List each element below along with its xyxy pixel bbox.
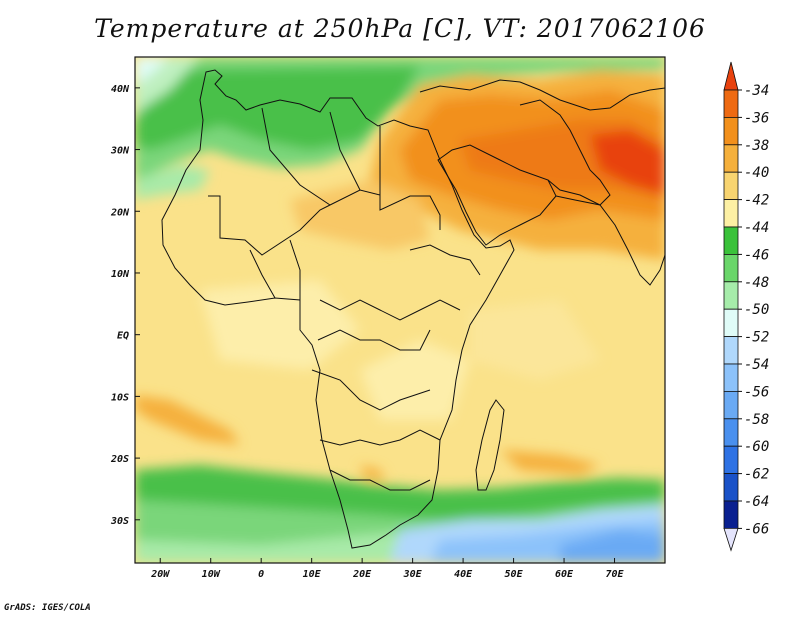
lon-tick-label: 10E [303,569,322,580]
colorbar-label: -52 [744,330,769,346]
lon-tick-label: 0 [258,569,264,580]
colorbar-label: -46 [744,247,769,263]
colorbar-swatch [723,363,739,392]
lat-tick-label: 20S [110,454,129,465]
colorbar-label: -62 [744,467,769,483]
colorbar-swatch [723,117,739,146]
colorbar-swatch [723,500,739,529]
colorbar-label: -58 [744,412,769,428]
colorbar-label: -38 [744,138,769,154]
colorbar-swatch [723,390,739,420]
longitude-axis: 20W 10W 0 10E 20E 30E 40E 50E 60E 70E [150,558,625,580]
colorbar-swatch [723,226,739,255]
lat-tick-label: 40N [111,84,130,95]
plot-frame [134,56,666,564]
latitude-axis: 40N 30N 20N 10N EQ 10S 20S 30S [110,84,140,527]
temperature-field [135,57,665,563]
colorbar-label: -44 [744,220,769,236]
lat-tick-label: 30S [110,516,129,527]
colorbar-swatch [723,336,739,365]
grads-credit: GrADS: IGES/COLA [4,603,91,613]
colorbar-swatch [723,528,739,552]
lat-tick-label: 20N [110,207,130,218]
colorbar-label: -64 [744,494,769,510]
colorbar-swatch [723,144,739,173]
lon-tick-label: 60E [555,569,574,580]
lat-tick-label: EQ [117,331,129,342]
lon-tick-label: 30E [403,569,423,580]
lat-tick-label: 30N [110,146,130,157]
colorbar-label: -66 [744,521,769,537]
lon-tick-label: 40E [454,569,473,580]
colorbar-swatch [723,199,739,228]
lon-tick-label: 20W [150,569,170,580]
colorbar-swatch [723,445,739,475]
colorbar-label: -34 [744,83,769,99]
colorbar-swatch [723,89,739,118]
colorbar-label: -50 [744,302,769,318]
colorbar: -34 -36 -38 -40 -42 -44 -46 -48 -50 -52 -54 -56 -58 -… [723,61,769,552]
colorbar-label: -54 [744,357,769,373]
colorbar-swatch [723,418,739,447]
colorbar-label: -40 [744,165,769,181]
colorbar-swatch [723,171,739,200]
lon-tick-label: 20E [352,569,372,580]
lon-tick-label: 50E [505,569,524,580]
lat-tick-label: 10S [111,392,129,403]
colorbar-swatch [723,61,739,91]
colorbar-label: -42 [744,193,769,209]
colorbar-label: -36 [744,110,769,126]
colorbar-swatch [723,308,739,338]
lon-tick-label: 70E [605,569,624,580]
colorbar-swatch [723,253,739,283]
colorbar-swatch [723,281,739,310]
coastlines [161,69,665,549]
lat-tick-label: 10N [111,269,130,280]
map-title: Temperature at 250hPa [C], VT: 201706210… [94,14,706,43]
colorbar-label: -56 [744,384,769,400]
colorbar-label: -60 [744,439,769,455]
lon-tick-label: 10W [202,569,221,580]
colorbar-swatch [723,473,739,502]
colorbar-label: -48 [744,275,769,291]
